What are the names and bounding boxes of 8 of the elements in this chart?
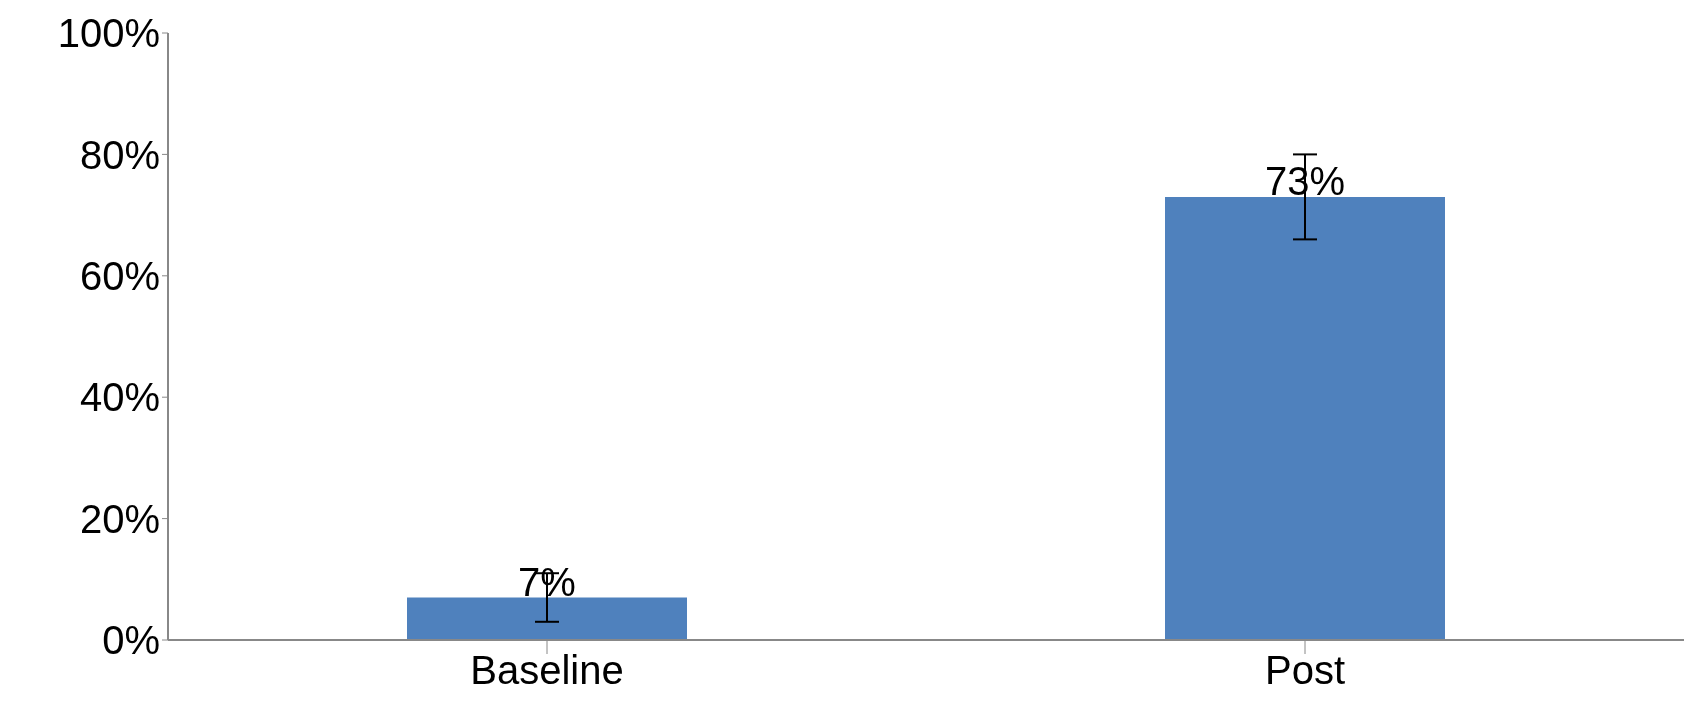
y-tick-label: 60% (79, 254, 160, 298)
y-tick-label: 40% (79, 375, 160, 420)
x-tick-label: Post (1264, 648, 1346, 693)
y-tick-label: 20% (79, 496, 160, 541)
x-tick-label: Baseline (470, 648, 624, 693)
y-tick-label: 100% (57, 11, 160, 56)
y-tick-label: 80% (79, 132, 160, 177)
y-tick-label: 0% (102, 618, 160, 663)
